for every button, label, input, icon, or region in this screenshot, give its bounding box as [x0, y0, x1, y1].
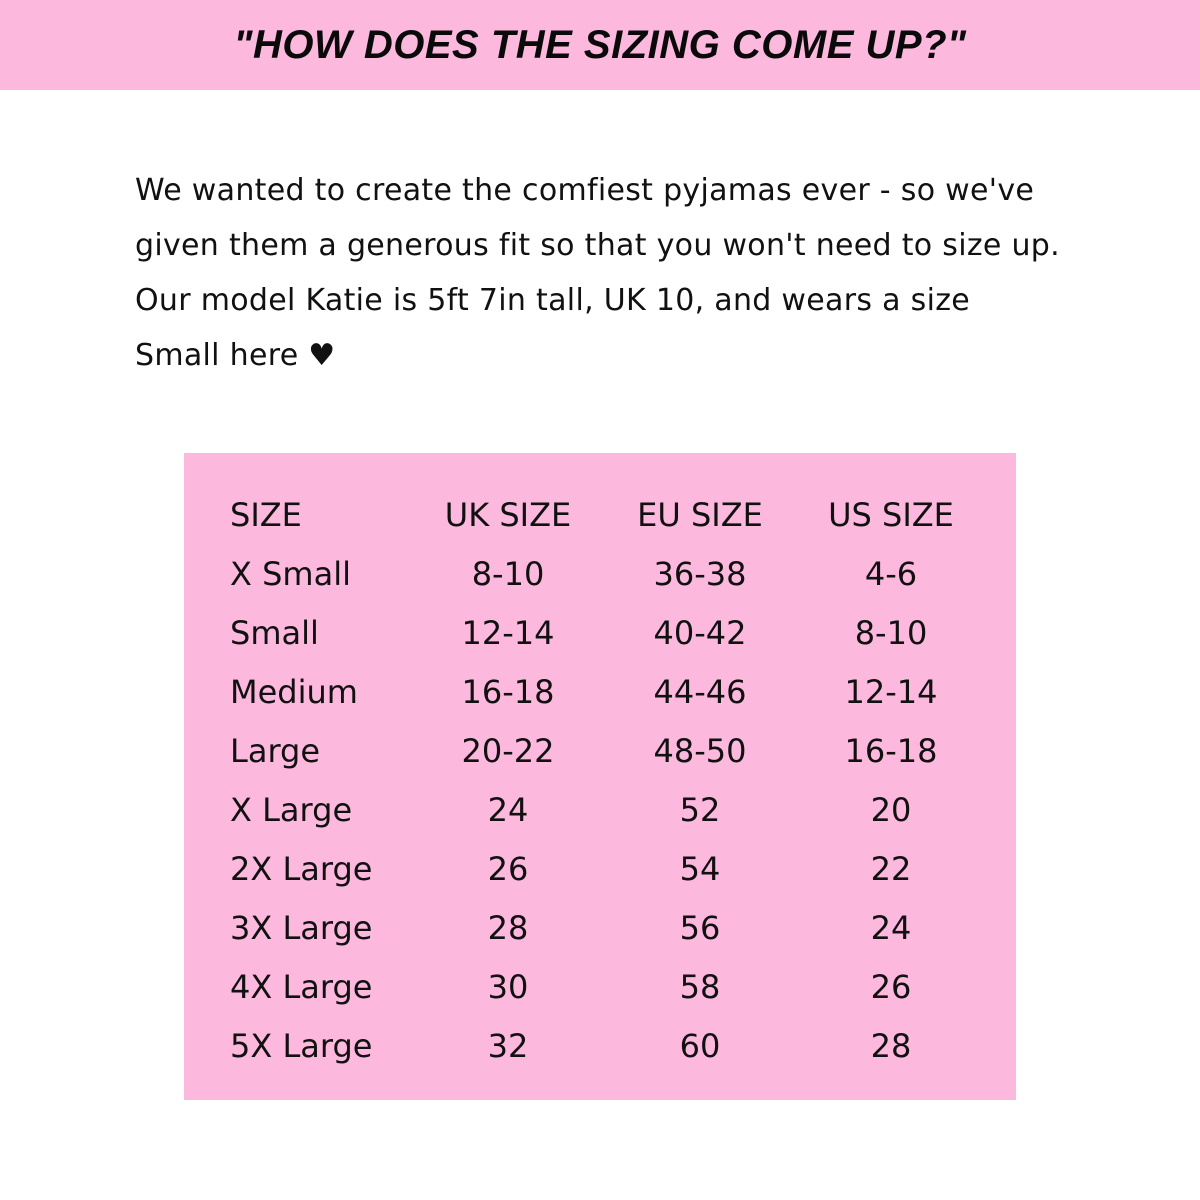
table-row: Small 12-14 40-42 8-10	[184, 604, 1016, 663]
intro-line: Small here ♥	[135, 338, 336, 373]
table-cell: 58	[679, 968, 721, 1006]
table-row: 2X Large 26 54 22	[184, 840, 1016, 899]
table-cell: Large	[230, 732, 321, 770]
table-cell: 24	[870, 909, 912, 947]
header-banner: "HOW DOES THE SIZING COME UP?"	[0, 0, 1200, 90]
table-cell: X Small	[230, 555, 351, 593]
table-row: Large 20-22 48-50 16-18	[184, 722, 1016, 781]
intro-line: given them a generous fit so that you wo…	[135, 228, 1060, 263]
table-cell: 2X Large	[230, 850, 373, 888]
table-cell: 20	[870, 791, 912, 829]
intro-line: We wanted to create the comfiest pyjamas…	[135, 173, 1035, 208]
table-header-row: SIZE UK SIZE EU SIZE US SIZE	[184, 486, 1016, 545]
table-row: X Large 24 52 20	[184, 781, 1016, 840]
table-cell: 36-38	[653, 555, 747, 593]
table-cell: 60	[679, 1027, 721, 1065]
table-cell: 4-6	[864, 555, 918, 593]
table-cell: 22	[870, 850, 912, 888]
intro-paragraph: We wanted to create the comfiest pyjamas…	[135, 163, 1135, 383]
column-header: SIZE	[230, 496, 302, 534]
table-cell: 26	[487, 850, 529, 888]
table-row: 3X Large 28 56 24	[184, 899, 1016, 958]
table-row: X Small 8-10 36-38 4-6	[184, 545, 1016, 604]
page-title: "HOW DOES THE SIZING COME UP?"	[233, 22, 967, 67]
column-header: US SIZE	[828, 496, 954, 534]
table-cell: 28	[870, 1027, 912, 1065]
table-row: 4X Large 30 58 26	[184, 958, 1016, 1017]
table-row: Medium 16-18 44-46 12-14	[184, 663, 1016, 722]
table-cell: 12-14	[461, 614, 555, 652]
table-cell: Medium	[230, 673, 358, 711]
size-table: SIZE UK SIZE EU SIZE US SIZE X Small 8-10 36-3…	[184, 453, 1016, 1100]
table-cell: 28	[487, 909, 529, 947]
table-cell: 30	[487, 968, 529, 1006]
table-cell: 8-10	[471, 555, 545, 593]
table-cell: X Large	[230, 791, 353, 829]
table-cell: 8-10	[854, 614, 928, 652]
table-cell: 48-50	[653, 732, 747, 770]
table-cell: 5X Large	[230, 1027, 373, 1065]
table-cell: 26	[870, 968, 912, 1006]
table-cell: Small	[230, 614, 319, 652]
table-cell: 4X Large	[230, 968, 373, 1006]
column-header: EU SIZE	[637, 496, 763, 534]
table-cell: 3X Large	[230, 909, 373, 947]
table-cell: 52	[679, 791, 721, 829]
table-row: 5X Large 32 60 28	[184, 1017, 1016, 1076]
table-cell: 32	[487, 1027, 529, 1065]
column-header: UK SIZE	[444, 496, 572, 534]
table-cell: 20-22	[461, 732, 555, 770]
intro-line: Our model Katie is 5ft 7in tall, UK 10, …	[135, 283, 971, 318]
table-cell: 16-18	[461, 673, 555, 711]
table-cell: 56	[679, 909, 721, 947]
table-cell: 44-46	[653, 673, 747, 711]
table-cell: 16-18	[844, 732, 938, 770]
table-cell: 54	[679, 850, 721, 888]
table-cell: 12-14	[844, 673, 938, 711]
table-cell: 24	[487, 791, 529, 829]
table-cell: 40-42	[653, 614, 747, 652]
